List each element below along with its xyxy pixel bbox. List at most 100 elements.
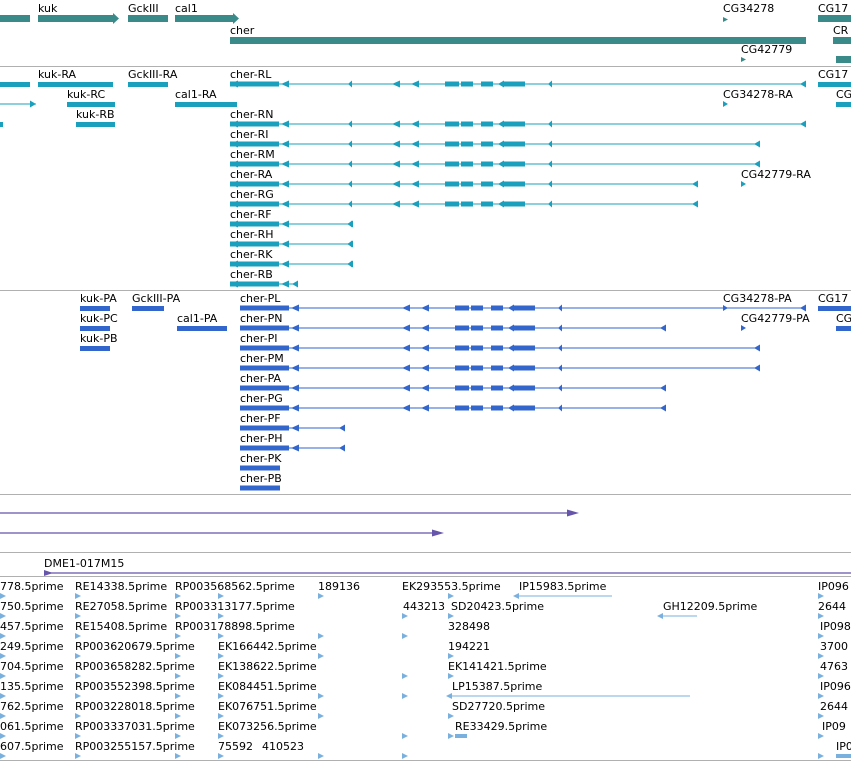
- cg-protein-block[interactable]: [836, 326, 851, 331]
- cher-transcript-exon[interactable]: [230, 221, 250, 227]
- cher-transcript-exon[interactable]: [445, 121, 459, 127]
- cher-protein-exon[interactable]: [471, 325, 483, 331]
- kuk-pa-block[interactable]: [80, 306, 110, 311]
- gene-feature-cr[interactable]: [833, 37, 851, 44]
- cher-transcript-exon[interactable]: [461, 161, 473, 167]
- cher-transcript-exon[interactable]: [243, 121, 279, 127]
- cher-transcript-exon[interactable]: [243, 161, 279, 167]
- gene-feature-kuk[interactable]: [38, 15, 113, 22]
- cher-transcript-exon[interactable]: [230, 281, 250, 287]
- cher-protein-block[interactable]: [240, 305, 280, 311]
- cher-transcript-exon[interactable]: [445, 181, 459, 187]
- cher-transcript-exon[interactable]: [243, 221, 279, 227]
- cher-transcript-exon[interactable]: [243, 141, 279, 147]
- cher-transcript-exon[interactable]: [503, 81, 525, 87]
- cher-protein-exon[interactable]: [455, 365, 469, 371]
- kuk-pb-block[interactable]: [80, 346, 110, 351]
- est-block[interactable]: [836, 754, 851, 758]
- kuk-rb-exon[interactable]: [76, 122, 115, 127]
- cher-protein-exon[interactable]: [513, 305, 535, 311]
- cal1-ra-exon[interactable]: [175, 102, 237, 107]
- cher-transcript-exon[interactable]: [230, 81, 250, 87]
- cher-protein-block[interactable]: [240, 445, 280, 451]
- cher-transcript-exon[interactable]: [503, 181, 525, 187]
- cher-transcript-exon[interactable]: [481, 141, 493, 147]
- cher-protein-exon[interactable]: [471, 385, 483, 391]
- cher-transcript-exon[interactable]: [230, 241, 250, 247]
- cher-protein-exon[interactable]: [491, 405, 503, 411]
- cher-protein-exon[interactable]: [471, 345, 483, 351]
- cher-transcript-exon[interactable]: [230, 121, 250, 127]
- cal1-pa-block[interactable]: [177, 326, 227, 331]
- cher-transcript-exon[interactable]: [503, 121, 525, 127]
- cher-transcript-exon[interactable]: [230, 261, 250, 267]
- gene-feature[interactable]: [0, 15, 30, 22]
- kuk-rc-exon[interactable]: [67, 102, 115, 107]
- gene-feature-gckiii[interactable]: [128, 15, 168, 22]
- cher-protein-block[interactable]: [240, 365, 280, 371]
- gene-feature[interactable]: [836, 56, 851, 63]
- kuk-pc-block[interactable]: [80, 326, 110, 331]
- gene-feature-cg34278[interactable]: [723, 17, 728, 22]
- cher-protein-exon[interactable]: [491, 345, 503, 351]
- cg-exon[interactable]: [836, 102, 851, 107]
- cher-transcript-exon[interactable]: [481, 201, 493, 207]
- cher-transcript-exon[interactable]: [243, 261, 279, 267]
- transcript-exon[interactable]: [0, 122, 3, 127]
- cher-protein-exon[interactable]: [513, 365, 535, 371]
- cher-transcript-exon[interactable]: [243, 81, 279, 87]
- cher-protein-block[interactable]: [240, 345, 280, 351]
- est-block[interactable]: [455, 734, 467, 738]
- cher-protein-exon[interactable]: [491, 305, 503, 311]
- cher-protein-block[interactable]: [240, 465, 280, 471]
- cher-protein-block[interactable]: [240, 385, 280, 391]
- cher-transcript-exon[interactable]: [461, 81, 473, 87]
- cher-protein-exon[interactable]: [491, 325, 503, 331]
- cher-protein-exon[interactable]: [513, 345, 535, 351]
- cher-transcript-exon[interactable]: [243, 281, 279, 287]
- cher-transcript-exon[interactable]: [481, 81, 493, 87]
- cher-protein-exon[interactable]: [455, 325, 469, 331]
- cher-protein-exon[interactable]: [471, 365, 483, 371]
- gckiii-ra-exon[interactable]: [128, 82, 168, 87]
- cher-protein-exon[interactable]: [491, 385, 503, 391]
- cher-protein-exon[interactable]: [513, 385, 535, 391]
- cher-protein-exon[interactable]: [455, 405, 469, 411]
- cher-transcript-exon[interactable]: [243, 181, 279, 187]
- cher-transcript-exon[interactable]: [503, 141, 525, 147]
- cher-transcript-exon[interactable]: [445, 161, 459, 167]
- kuk-ra-exon[interactable]: [38, 82, 113, 87]
- gene-feature-cal1[interactable]: [175, 15, 233, 22]
- cg17-protein-block[interactable]: [818, 306, 851, 311]
- cher-transcript-exon[interactable]: [461, 141, 473, 147]
- cher-transcript-exon[interactable]: [230, 141, 250, 147]
- gene-feature-cg17[interactable]: [818, 15, 851, 22]
- cher-protein-exon[interactable]: [471, 405, 483, 411]
- cher-transcript-exon[interactable]: [461, 181, 473, 187]
- cher-protein-exon[interactable]: [513, 325, 535, 331]
- transcript-exon[interactable]: [0, 82, 30, 87]
- gene-feature-cg42779[interactable]: [741, 57, 746, 62]
- cher-transcript-exon[interactable]: [481, 161, 493, 167]
- cher-transcript-exon[interactable]: [230, 181, 250, 187]
- cher-transcript-exon[interactable]: [445, 81, 459, 87]
- cg17-exon[interactable]: [818, 82, 851, 87]
- cher-transcript-exon[interactable]: [461, 201, 473, 207]
- cher-transcript-exon[interactable]: [243, 201, 279, 207]
- cher-transcript-exon[interactable]: [445, 141, 459, 147]
- cher-transcript-exon[interactable]: [503, 201, 525, 207]
- gene-feature-cher[interactable]: [230, 37, 806, 44]
- cher-transcript-exon[interactable]: [481, 181, 493, 187]
- cher-protein-exon[interactable]: [491, 365, 503, 371]
- cher-protein-block[interactable]: [240, 485, 280, 491]
- cher-protein-exon[interactable]: [455, 345, 469, 351]
- cher-transcript-exon[interactable]: [461, 121, 473, 127]
- cher-protein-exon[interactable]: [471, 305, 483, 311]
- cher-protein-block[interactable]: [240, 405, 280, 411]
- cher-transcript-exon[interactable]: [243, 241, 279, 247]
- cher-protein-block[interactable]: [240, 425, 280, 431]
- cher-transcript-exon[interactable]: [230, 201, 250, 207]
- cher-protein-block[interactable]: [240, 325, 280, 331]
- cher-protein-exon[interactable]: [455, 385, 469, 391]
- cher-protein-exon[interactable]: [455, 305, 469, 311]
